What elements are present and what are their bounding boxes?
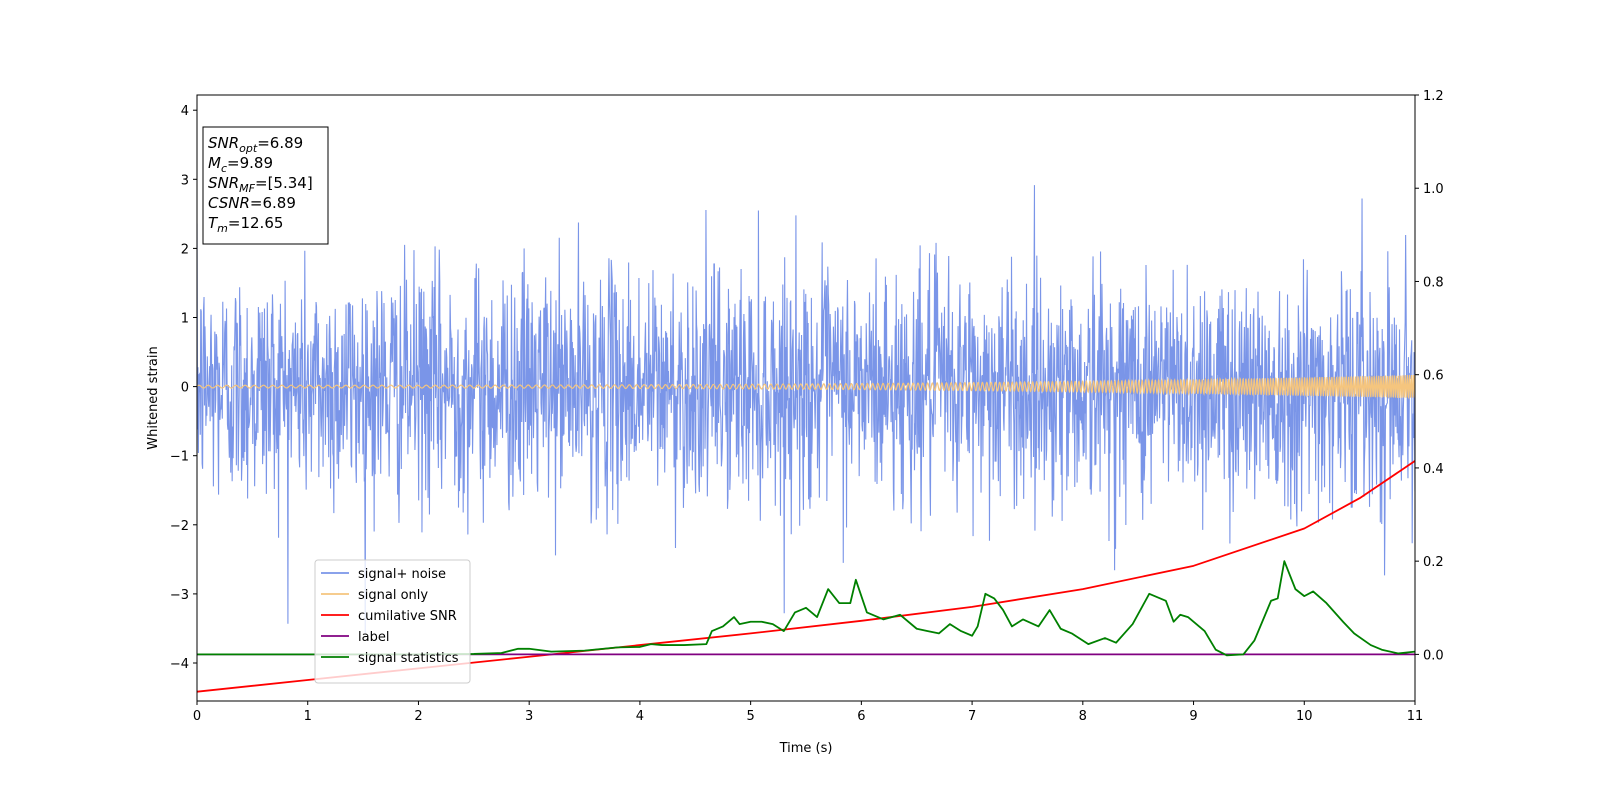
series-signal-only <box>197 374 1415 400</box>
annotation-var: CSNR <box>208 194 250 212</box>
annotation-value: =6.89 <box>257 134 303 152</box>
x-tick-label: 8 <box>1079 709 1087 724</box>
annotation-sub: c <box>221 162 227 175</box>
y2-tick-label: 0.4 <box>1423 462 1444 477</box>
y2-tick-label: 0.2 <box>1423 555 1444 570</box>
x-tick-label: 1 <box>304 709 312 724</box>
legend-label: signal statistics <box>358 651 459 666</box>
y2-tick-label: 0.0 <box>1423 648 1444 663</box>
annotation-line: SNRMF=[5.34] <box>208 174 313 195</box>
x-tick-label: 11 <box>1407 709 1424 724</box>
legend: signal+ noise signal only cumilative SNR la… <box>314 559 471 684</box>
x-axis-label: Time (s) <box>779 741 833 756</box>
annotation-value: =12.65 <box>228 214 284 232</box>
annotation-line: SNRopt=6.89 <box>208 134 303 155</box>
legend-label: signal only <box>358 588 428 603</box>
y-tick-label: −3 <box>170 588 189 603</box>
annotation-var: M <box>208 154 221 172</box>
annotation-box: SNRopt=6.89Mc=9.89SNRMF=[5.34]CSNR=6.89T… <box>202 126 329 245</box>
x-tick-label: 7 <box>968 709 976 724</box>
annotation-line: CSNR=6.89 <box>208 194 296 212</box>
y-tick-label: −4 <box>170 657 189 672</box>
legend-label: signal+ noise <box>358 567 446 582</box>
y2-tick-label: 0.8 <box>1423 275 1444 290</box>
y2-tick-label: 1.0 <box>1423 182 1444 197</box>
legend-label: cumilative SNR <box>358 609 457 624</box>
annotation-sub: MF <box>239 182 255 195</box>
x-tick-label: 3 <box>525 709 533 724</box>
annotation-value: =6.89 <box>250 194 296 212</box>
annotation-value: =[5.34] <box>255 174 313 192</box>
x-tick-label: 10 <box>1296 709 1313 724</box>
legend-frame <box>314 559 471 684</box>
annotation-sub: m <box>217 222 228 235</box>
x-tick-label: 6 <box>857 709 865 724</box>
annotation-sub: opt <box>239 142 258 155</box>
annotation-line: Mc=9.89 <box>208 154 273 175</box>
x-tick-label: 9 <box>1189 709 1197 724</box>
annotation-frame <box>202 126 329 245</box>
y-tick-label: 0 <box>181 381 189 396</box>
y-tick-label: 1 <box>181 311 189 326</box>
plot-frame <box>196 94 1416 702</box>
y-axis-label: Whitened strain <box>146 346 161 449</box>
y-tick-label: 3 <box>181 173 189 188</box>
x-tick-label: 4 <box>636 709 644 724</box>
annotation-value: =9.89 <box>227 154 273 172</box>
y-axis-right: 0.0 0.2 0.4 0.6 0.8 1.0 1.2 <box>1415 89 1444 663</box>
y-tick-label: −2 <box>170 519 189 534</box>
y2-tick-label: 0.6 <box>1423 369 1444 384</box>
annotation-line: Tm=12.65 <box>208 214 283 235</box>
legend-label: label <box>358 630 389 645</box>
annotation-var: SNR <box>208 174 239 192</box>
x-tick-label: 0 <box>193 709 201 724</box>
y-tick-label: −1 <box>170 450 189 465</box>
y-axis-left: −4 −3 −2 −1 0 1 2 3 4 <box>170 104 197 672</box>
y2-tick-label: 1.2 <box>1423 89 1444 104</box>
x-tick-label: 2 <box>414 709 422 724</box>
y-tick-label: 4 <box>181 104 189 119</box>
y-tick-label: 2 <box>181 242 189 257</box>
x-tick-label: 5 <box>746 709 754 724</box>
annotation-var: T <box>208 214 219 232</box>
annotation-var: SNR <box>208 134 239 152</box>
series-signal-statistics <box>197 560 1415 657</box>
x-axis: 0 1 2 3 4 5 6 7 8 9 10 11 <box>193 701 1423 724</box>
